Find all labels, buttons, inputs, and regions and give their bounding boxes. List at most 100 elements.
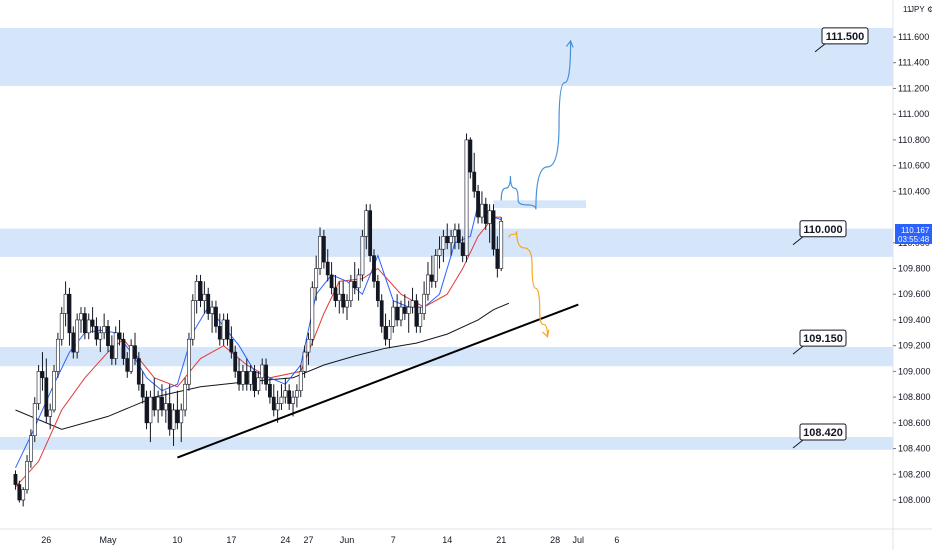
candle-body	[206, 293, 211, 314]
y-tick-label: 110.600	[898, 161, 930, 171]
candle-body	[102, 326, 107, 334]
candlesticks	[13, 133, 504, 507]
candle-body	[372, 255, 376, 282]
candle-body	[318, 236, 322, 269]
callout-109-150[interactable]: 109.150	[792, 329, 847, 355]
callout-111-500[interactable]: 111.500	[814, 27, 869, 53]
candle-body	[214, 306, 218, 327]
y-tick-label: 111.200	[898, 83, 929, 93]
candle-body	[283, 390, 288, 398]
candle-body	[268, 383, 272, 398]
sma-long-line	[15, 302, 510, 430]
callout-pointer	[792, 439, 804, 449]
callout-110-000[interactable]: 110.000	[792, 220, 847, 246]
candle-body	[329, 274, 334, 289]
candle-body	[75, 319, 80, 353]
candle-body	[480, 203, 484, 218]
candle-body	[133, 345, 137, 359]
candle-body	[252, 371, 257, 391]
candle-body	[426, 274, 430, 295]
candle-body	[194, 281, 199, 301]
candle-body	[113, 332, 118, 359]
candle-body	[406, 306, 411, 314]
callout-label: 109.150	[803, 333, 843, 345]
callout-box	[799, 423, 847, 441]
y-tick-label: 110.800	[898, 135, 930, 145]
candle-body	[445, 236, 450, 244]
candle-body	[275, 403, 280, 411]
y-tick-label: 111.600	[898, 32, 929, 42]
bearish-projection-path[interactable]	[508, 231, 549, 337]
candle-body	[352, 281, 357, 289]
last-price-countdown: 03:55:48	[898, 235, 930, 244]
candle-body	[55, 338, 60, 372]
candle-body	[356, 274, 361, 289]
y-tick-label: 109.400	[898, 315, 931, 325]
zone-2	[0, 346, 893, 367]
x-tick-label: 10	[172, 535, 182, 545]
zone-3	[0, 436, 893, 450]
candle-body	[136, 358, 141, 385]
candle-body	[244, 371, 249, 385]
y-tick-label: 108.600	[898, 418, 931, 428]
candle-body	[279, 396, 284, 404]
candle-body	[13, 473, 18, 485]
candle-body	[125, 358, 130, 372]
candle-body	[156, 396, 161, 411]
y-tick-label: 108.800	[898, 392, 931, 402]
x-tick-label: 7	[391, 535, 396, 545]
callout-pointer	[792, 345, 804, 355]
candle-body	[314, 268, 319, 289]
candle-body	[144, 396, 149, 424]
candle-body	[395, 306, 400, 321]
candle-body	[117, 332, 122, 340]
candle-body	[241, 371, 245, 385]
candle-body	[160, 396, 164, 411]
candle-body	[52, 371, 56, 411]
y-tick-label: 108.000	[898, 495, 931, 505]
candle-body	[495, 248, 500, 269]
candle-body	[387, 326, 392, 340]
candle-body	[375, 281, 380, 301]
candle-body	[183, 383, 188, 411]
price-axis[interactable]: 111.600 111.400 111.200 111.000 110.800 110.6…	[892, 0, 931, 550]
candle-body	[32, 403, 37, 436]
candle-body	[271, 396, 276, 411]
y-tick-label: 109.600	[898, 289, 931, 299]
callout-108-420[interactable]: 108.420	[792, 423, 847, 449]
candle-body	[21, 489, 26, 501]
candle-body	[453, 229, 457, 237]
candle-body	[106, 326, 110, 346]
time-axis[interactable]: 26 May 10 17 24 27 Jun 7 14 21 28 Jul 6	[0, 528, 932, 545]
last-price-tag: 110.167 03:55:48	[895, 224, 932, 244]
candle-body	[248, 371, 253, 385]
candle-body	[25, 461, 29, 491]
candle-body	[298, 371, 303, 391]
x-tick-label: Jul	[573, 535, 585, 545]
callout-box	[799, 220, 847, 238]
last-price-value: 110.167	[901, 226, 930, 235]
candle-body	[82, 313, 87, 334]
bullish-arrow-head-icon	[565, 39, 574, 48]
candle-body	[337, 293, 342, 301]
trendline[interactable]	[177, 303, 579, 459]
candle-body	[391, 306, 396, 327]
candle-body	[306, 338, 311, 353]
candle-body	[63, 293, 68, 314]
candle-body	[28, 435, 33, 462]
candle-body	[109, 345, 114, 359]
candle-body	[210, 306, 214, 314]
candle-body	[167, 403, 172, 430]
x-tick-label: 17	[226, 535, 236, 545]
bullish-projection-path[interactable]	[500, 40, 572, 210]
settings-icon[interactable]: ⚙	[927, 5, 932, 14]
candle-body	[468, 139, 473, 173]
zone-0	[0, 27, 893, 86]
candle-body	[345, 300, 349, 308]
candle-body	[44, 377, 49, 417]
drawings	[177, 39, 579, 459]
candle-body	[341, 293, 346, 308]
candle-body	[171, 409, 176, 430]
